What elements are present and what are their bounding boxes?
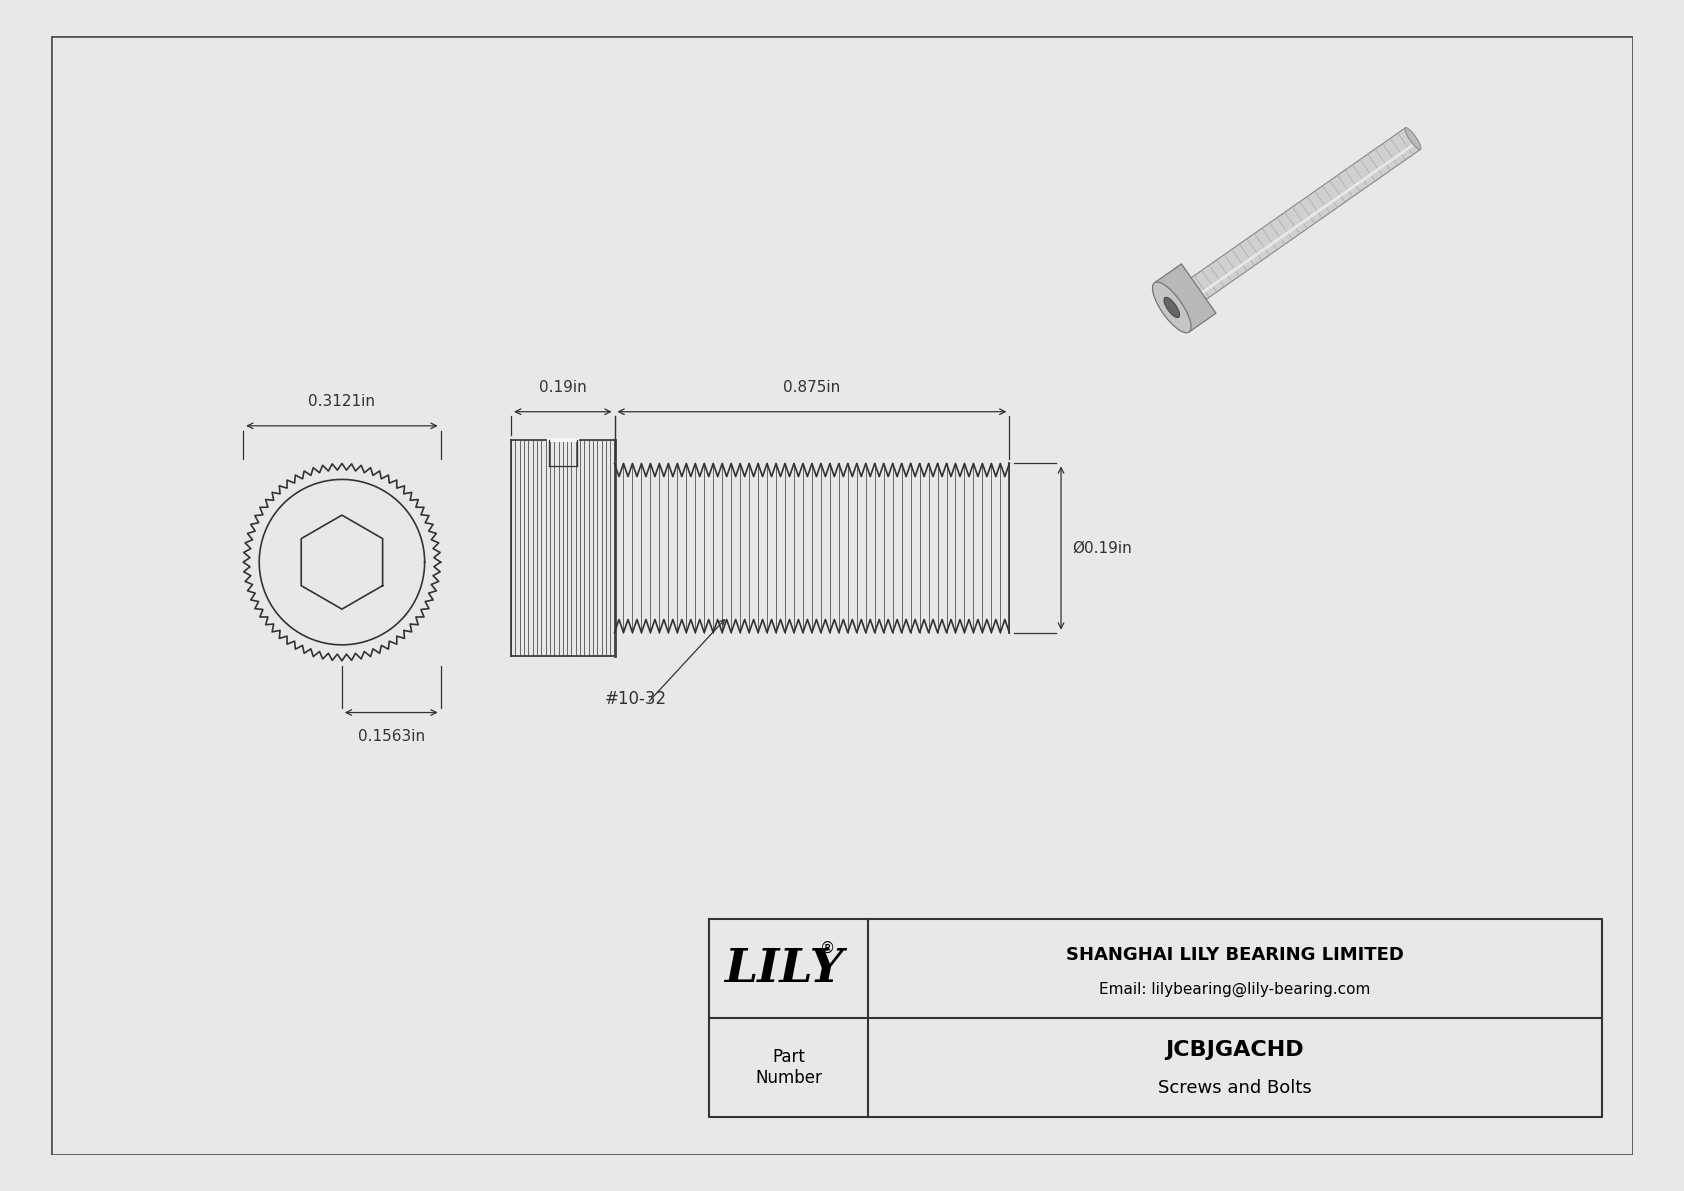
- Text: LILY: LILY: [724, 946, 844, 992]
- Text: ®: ®: [820, 941, 835, 955]
- Ellipse shape: [1152, 282, 1191, 332]
- Text: Part
Number: Part Number: [754, 1048, 822, 1086]
- Text: 0.875in: 0.875in: [783, 380, 840, 394]
- Text: JCBJGACHD: JCBJGACHD: [1165, 1041, 1303, 1060]
- Ellipse shape: [1404, 127, 1421, 150]
- Text: Screws and Bolts: Screws and Bolts: [1159, 1079, 1312, 1097]
- Text: 0.19in: 0.19in: [539, 380, 586, 394]
- Text: Ø0.19in: Ø0.19in: [1073, 541, 1132, 555]
- Text: #10-32: #10-32: [605, 690, 667, 707]
- Text: SHANGHAI LILY BEARING LIMITED: SHANGHAI LILY BEARING LIMITED: [1066, 946, 1404, 964]
- Ellipse shape: [1164, 298, 1179, 318]
- Polygon shape: [1179, 127, 1421, 307]
- Text: 0.3121in: 0.3121in: [308, 394, 376, 409]
- Text: Email: lilybearing@lily-bearing.com: Email: lilybearing@lily-bearing.com: [1100, 981, 1371, 997]
- Polygon shape: [1155, 264, 1216, 332]
- Text: 0.1563in: 0.1563in: [357, 729, 424, 744]
